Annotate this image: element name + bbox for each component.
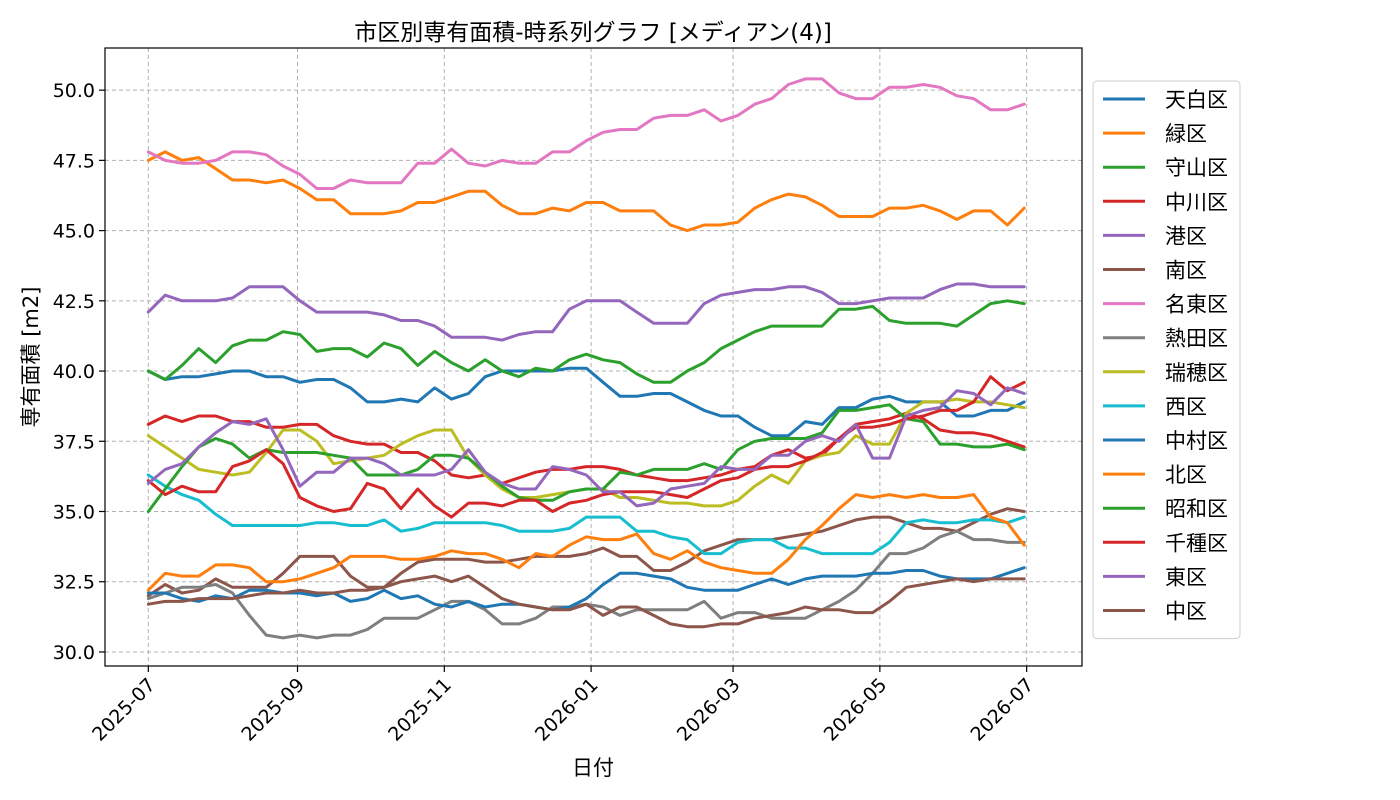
x-axis: 2025-07 2025-09 2025-11 2026-01 2026-03 2026-…: [88, 666, 1038, 746]
legend-label: 港区: [1165, 224, 1207, 248]
series-line-2: [146, 299, 1026, 384]
series-line-15: [146, 574, 1026, 629]
legend-label: 北区: [1165, 463, 1207, 487]
legend-label: 西区: [1165, 395, 1207, 419]
y-tick-label: 30.0: [53, 642, 95, 664]
y-tick-label: 42.5: [53, 291, 95, 313]
y-tick-label: 32.5: [53, 572, 95, 594]
series-line-13: [146, 375, 1026, 519]
y-tick-label: 35.0: [53, 502, 95, 524]
x-tick-label: 2026-01: [531, 674, 603, 746]
series-line-12: [146, 403, 1026, 513]
y-axis: 30.0 32.5 35.0 37.5 40.0 42.5 45.0 47.5 50.0: [53, 80, 105, 664]
legend-label: 熱田区: [1165, 327, 1228, 351]
x-tick-label: 2026-03: [673, 674, 745, 746]
legend-frame: [1092, 80, 1241, 640]
series-line-3: [146, 411, 1026, 485]
series-line-14: [146, 386, 1026, 508]
series-line-4: [146, 282, 1026, 342]
x-tick-label: 2026-07: [966, 674, 1038, 746]
y-axis-label: 専有面積 [m2]: [19, 287, 43, 428]
x-tick-label: 2025-11: [384, 674, 456, 746]
legend-label: 東区: [1165, 565, 1207, 589]
series-line-10: [146, 566, 1026, 612]
legend-label: 南区: [1165, 259, 1207, 283]
series-line-0: [146, 366, 1026, 438]
x-tick-label: 2025-07: [88, 674, 160, 746]
y-tick-label: 37.5: [53, 431, 95, 453]
y-tick-label: 47.5: [53, 150, 95, 172]
series-line-9: [146, 473, 1026, 556]
chart-title: 市区別専有面積-時系列グラフ [メディアン(4)]: [354, 20, 832, 46]
series-line-5: [146, 507, 1026, 598]
series-lines: [146, 77, 1026, 640]
legend-label: 天白区: [1165, 88, 1228, 112]
legend: 天白区緑区守山区中川区港区南区名東区熱田区瑞穂区西区中村区北区昭和区千種区東区中…: [1092, 80, 1241, 640]
series-line-1: [146, 150, 1026, 233]
y-tick-label: 45.0: [53, 221, 95, 243]
legend-label: 千種区: [1165, 531, 1228, 555]
x-tick-label: 2026-05: [820, 674, 892, 746]
legend-label: 中川区: [1165, 190, 1228, 214]
series-line-7: [146, 529, 1026, 640]
series-line-6: [146, 77, 1026, 190]
legend-label: 名東区: [1165, 293, 1228, 317]
legend-label: 昭和区: [1165, 497, 1228, 521]
x-axis-label: 日付: [572, 756, 614, 780]
legend-label: 守山区: [1165, 156, 1228, 180]
y-tick-label: 40.0: [53, 361, 95, 383]
plot-frame: [104, 47, 1083, 667]
legend-label: 中区: [1165, 600, 1207, 624]
y-tick-label: 50.0: [53, 80, 95, 102]
legend-label: 瑞穂区: [1165, 361, 1228, 385]
x-tick-label: 2025-09: [237, 674, 309, 746]
legend-label: 中村区: [1165, 429, 1228, 453]
legend-label: 緑区: [1165, 122, 1207, 146]
series-line-11: [146, 493, 1026, 592]
